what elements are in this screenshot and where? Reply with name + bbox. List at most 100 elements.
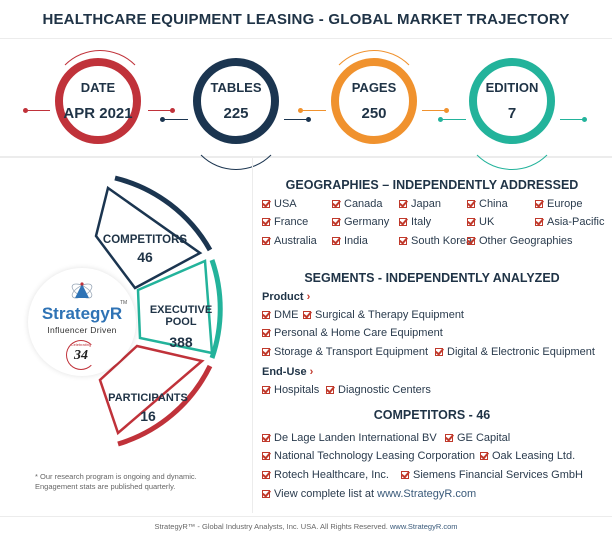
chevron-right-icon: ›: [309, 366, 314, 378]
engagement-wheel: [94, 175, 223, 447]
checkbox-icon: [445, 434, 453, 442]
competitor-label: Siemens Financial Services GmbH: [413, 469, 583, 481]
executive-pool-segment: EXECUTIVE POOL 388: [148, 304, 214, 350]
segment-item: DME: [262, 309, 298, 321]
checkbox-icon: [467, 200, 475, 208]
geo-item: UK: [467, 216, 494, 228]
executive-pool-label-1: EXECUTIVE: [149, 304, 213, 316]
checkbox-icon: [535, 200, 543, 208]
footnote: * Our research program is ongoing and dy…: [35, 472, 197, 492]
connector-dot: [444, 108, 449, 113]
header: HEALTHCARE EQUIPMENT LEASING - GLOBAL MA…: [0, 0, 612, 39]
checkbox-icon: [262, 329, 270, 337]
anniversary-badge: Celebrating 34: [66, 340, 96, 370]
footer: StrategyR™ - Global Industry Analysts, I…: [0, 516, 612, 537]
geo-label: Japan: [411, 198, 441, 210]
geo-item: Europe: [535, 198, 582, 210]
geo-row: Australia India South Korea Other Geogra…: [262, 235, 612, 249]
geo-label: Germany: [344, 216, 390, 228]
geo-label: France: [274, 216, 309, 228]
connector-line: [560, 119, 584, 120]
connector-dot: [298, 108, 303, 113]
checkbox-icon: [303, 311, 311, 319]
decorative-arc: [186, 70, 286, 170]
segment-item: Surgical & Therapy Equipment: [303, 309, 464, 321]
checkbox-icon: [262, 386, 270, 394]
checkbox-icon: [535, 218, 543, 226]
geo-item: Japan: [399, 198, 441, 210]
view-list-row: View complete list at www.StrategyR.com: [262, 488, 612, 502]
competitor-item: Siemens Financial Services GmbH: [401, 469, 583, 481]
competitor-item: De Lage Landen International BV: [262, 432, 437, 444]
view-list-item: View complete list at www.StrategyR.com: [262, 488, 476, 500]
connector-line: [148, 110, 172, 111]
stat-edition: EDITION 7: [469, 58, 555, 144]
connector-line: [284, 119, 308, 120]
checkbox-icon: [332, 237, 340, 245]
view-list-link[interactable]: www.StrategyR.com: [377, 488, 477, 500]
executive-pool-label-2: POOL: [165, 316, 197, 328]
footer-link[interactable]: www.StrategyR.com: [390, 522, 458, 531]
segment-label: Digital & Electronic Equipment: [447, 346, 595, 358]
checkbox-icon: [467, 237, 475, 245]
competitor-label: National Technology Leasing Corporation: [274, 450, 475, 462]
geo-label: Asia-Pacific: [547, 216, 605, 228]
segment-row: DME Surgical & Therapy Equipment: [262, 309, 612, 323]
logo-atom-icon: [71, 282, 93, 299]
segment-label: Diagnostic Centers: [338, 384, 431, 396]
geographies-title: GEOGRAPHIES – INDEPENDENTLY ADDRESSED: [285, 178, 579, 192]
geo-item: France: [262, 216, 308, 228]
segment-label: Storage & Transport Equipment: [274, 346, 429, 358]
checkbox-icon: [262, 471, 270, 479]
checkbox-icon: [332, 200, 340, 208]
connector-dot: [23, 108, 28, 113]
geo-item: Other Geographies: [467, 235, 573, 247]
competitor-item: Rotech Healthcare, Inc.: [262, 469, 389, 481]
stat-value: 7: [507, 105, 517, 122]
logo-tagline: Influencer Driven: [47, 325, 117, 335]
connector-dot: [438, 117, 443, 122]
competitors-value: 46: [137, 249, 153, 265]
stat-value: APR 2021: [63, 105, 133, 122]
enduse-label: End-Use ›: [262, 366, 313, 378]
connector-dot: [160, 117, 165, 122]
competitor-label: De Lage Landen International BV: [274, 432, 437, 444]
checkbox-icon: [467, 218, 475, 226]
segment-item: Hospitals: [262, 384, 319, 396]
competitor-item: Oak Leasing Ltd.: [480, 450, 575, 462]
details-panel: GEOGRAPHIES – INDEPENDENTLY ADDRESSED US…: [252, 158, 612, 513]
geo-item: Australia: [262, 235, 317, 247]
competitor-label: Rotech Healthcare, Inc.: [274, 469, 389, 481]
connector-line: [26, 110, 50, 111]
engagement-panel: COMPETITORS 46 EXECUTIVE POOL 388 PARTIC…: [0, 158, 253, 513]
decorative-arc: [50, 50, 150, 150]
geo-row: USA Canada Japan China Europe: [262, 198, 612, 212]
checkbox-icon: [399, 218, 407, 226]
segment-row: Personal & Home Care Equipment: [262, 327, 612, 341]
stat-date: DATE APR 2021: [55, 58, 141, 144]
connector-line: [422, 110, 446, 111]
stat-value: 225: [223, 105, 249, 122]
footnote-line-2: Engagement stats are published quarterly…: [35, 482, 176, 491]
geo-item: Canada: [332, 198, 383, 210]
competitors-segment: COMPETITORS 46: [100, 234, 190, 265]
segment-item: Digital & Electronic Equipment: [435, 346, 595, 358]
checkbox-icon: [332, 218, 340, 226]
stat-label: DATE: [80, 80, 116, 95]
segment-item: Diagnostic Centers: [326, 384, 431, 396]
geo-label: UK: [479, 216, 495, 228]
badge-number: 34: [74, 348, 88, 363]
geo-item: China: [467, 198, 508, 210]
connector-line: [162, 119, 188, 120]
checkbox-icon: [262, 434, 270, 442]
competitor-label: Oak Leasing Ltd.: [492, 450, 576, 462]
decorative-arc: [462, 70, 562, 170]
footer-text: StrategyR™ - Global Industry Analysts, I…: [154, 522, 388, 531]
geo-label: Italy: [411, 216, 432, 228]
connector-line: [300, 110, 326, 111]
logo-name: StrategyR: [41, 304, 123, 323]
geo-row: France Germany Italy UK Asia-Pacific: [262, 216, 612, 230]
segment-label: DME: [274, 309, 299, 321]
checkbox-icon: [262, 218, 270, 226]
chevron-right-icon: ›: [306, 291, 311, 303]
